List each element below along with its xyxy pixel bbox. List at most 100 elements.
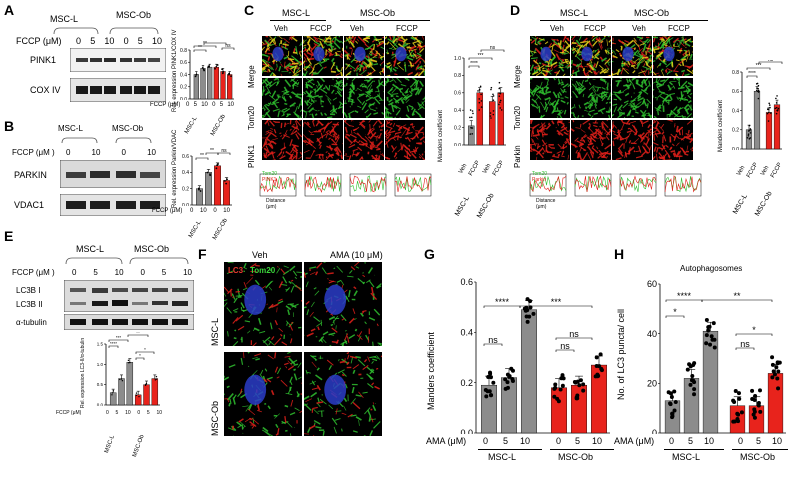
data-point bbox=[559, 376, 564, 381]
intensity-profile bbox=[349, 173, 387, 197]
significance-bracket bbox=[519, 305, 593, 308]
data-point bbox=[688, 382, 693, 387]
data-point bbox=[221, 72, 224, 75]
panel-label-d: D bbox=[510, 2, 521, 18]
data-point bbox=[574, 395, 579, 400]
significance-bracket bbox=[135, 351, 155, 354]
dose: 10 bbox=[114, 268, 124, 277]
blot-b-band-1 bbox=[60, 160, 166, 188]
panel-label-h: H bbox=[614, 246, 625, 262]
data-point bbox=[201, 67, 204, 69]
dose: 0 bbox=[140, 268, 145, 277]
blot-b-doses: 0 10 0 10 bbox=[66, 148, 156, 157]
data-point bbox=[749, 129, 751, 132]
legend-item: Tom20 bbox=[532, 171, 548, 177]
significance-label: ns bbox=[225, 43, 231, 49]
data-point bbox=[668, 391, 673, 396]
data-point bbox=[692, 380, 697, 385]
blot-a-band-2 bbox=[70, 78, 166, 102]
data-point bbox=[528, 305, 533, 310]
data-point bbox=[128, 362, 130, 364]
data-point bbox=[770, 362, 775, 367]
data-point bbox=[121, 380, 124, 382]
data-point bbox=[692, 387, 697, 392]
data-point bbox=[757, 84, 760, 87]
data-point bbox=[470, 126, 472, 129]
data-point bbox=[774, 365, 779, 370]
chart-d-ylabel: Manders coefficient bbox=[718, 100, 724, 152]
bar bbox=[213, 66, 219, 100]
data-point bbox=[670, 414, 675, 419]
d-bar-label: FCCP bbox=[770, 161, 784, 179]
significance-label: ** bbox=[136, 332, 140, 335]
micrograph bbox=[262, 120, 302, 160]
data-point bbox=[578, 378, 583, 383]
c-bar-label: FCCP bbox=[468, 159, 482, 177]
data-point bbox=[145, 382, 148, 385]
data-point bbox=[711, 321, 716, 326]
data-point bbox=[706, 328, 711, 333]
chart-h-title: Autophagosomes bbox=[680, 264, 743, 273]
micrograph bbox=[571, 36, 611, 76]
chart-a-group-1: MSC-L bbox=[184, 115, 199, 135]
legend-item: PINK1 bbox=[262, 177, 277, 183]
significance-label: ns bbox=[740, 339, 750, 349]
dose: 5 bbox=[756, 436, 762, 446]
micrograph bbox=[304, 262, 382, 346]
data-point bbox=[499, 107, 502, 109]
y-tick-label: 60 bbox=[647, 279, 657, 289]
panel-label-c: C bbox=[244, 2, 255, 18]
c-cond-4: FCCP bbox=[396, 24, 418, 33]
y-tick-label: 0.2 bbox=[732, 128, 739, 134]
data-point bbox=[490, 86, 493, 89]
micrograph bbox=[262, 78, 302, 118]
intensity-profile bbox=[394, 173, 432, 197]
significance-label: ns bbox=[560, 341, 570, 351]
y-tick-label: 0.8 bbox=[454, 73, 461, 79]
significance-bracket bbox=[221, 47, 235, 50]
significance-bracket bbox=[217, 152, 231, 155]
bar bbox=[227, 74, 233, 100]
significance-label: **** bbox=[677, 291, 692, 301]
data-point bbox=[581, 382, 586, 387]
data-point bbox=[735, 411, 740, 416]
y-tick-label: 0.6 bbox=[732, 89, 739, 95]
intensity-profile bbox=[619, 173, 657, 197]
f-stain-lc3: LC3 bbox=[228, 266, 244, 275]
dose: 5 bbox=[219, 102, 224, 108]
y-tick-label: 40 bbox=[647, 329, 657, 339]
blot-b-row-1: PARKIN bbox=[14, 170, 47, 180]
bar bbox=[220, 71, 226, 100]
y-tick-label: 0.8 bbox=[732, 70, 739, 76]
data-point bbox=[207, 65, 210, 68]
data-point bbox=[749, 128, 752, 130]
data-point bbox=[690, 373, 695, 378]
data-point bbox=[596, 373, 601, 378]
panel-label-b: B bbox=[4, 118, 15, 134]
profile-xlabel: Distance (μm) bbox=[536, 198, 556, 210]
y-tick-label: 0.5 bbox=[97, 382, 104, 387]
significance-label: **** bbox=[110, 341, 117, 346]
dose: 10 bbox=[147, 148, 156, 157]
y-tick-label: 0.0 bbox=[180, 97, 187, 100]
y-tick-label: 0.4 bbox=[182, 170, 189, 176]
chart-e-ylabel: Rel. expression LC3-II/α-tubulin bbox=[80, 337, 86, 408]
dose: 0 bbox=[738, 436, 744, 446]
d-row-1: Merge bbox=[513, 65, 522, 88]
data-point bbox=[469, 109, 472, 111]
chart-d-plot: 0.0 0.2 0.4 0.6 0.8 ******* ns bbox=[732, 60, 783, 150]
data-point bbox=[510, 368, 515, 373]
dose: 5 bbox=[137, 36, 143, 46]
data-point bbox=[757, 97, 760, 100]
blot-b-band-2 bbox=[60, 194, 166, 216]
bar bbox=[200, 68, 206, 100]
data-point bbox=[489, 112, 492, 114]
data-point bbox=[775, 106, 778, 109]
data-point bbox=[704, 341, 709, 346]
data-point bbox=[731, 419, 736, 424]
data-point bbox=[505, 372, 510, 377]
data-point bbox=[216, 64, 219, 66]
significance-bracket bbox=[701, 299, 773, 302]
data-point bbox=[775, 376, 780, 381]
data-point bbox=[224, 179, 226, 182]
